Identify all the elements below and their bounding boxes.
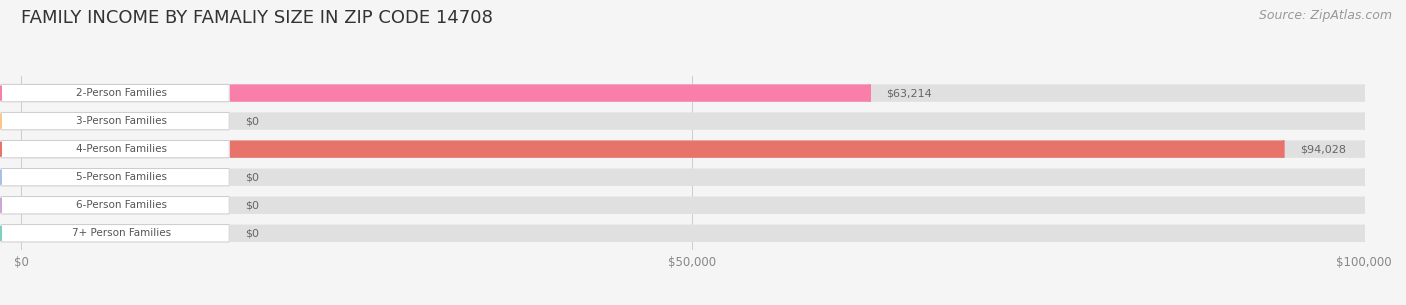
FancyBboxPatch shape (21, 196, 1364, 214)
FancyBboxPatch shape (21, 224, 1364, 242)
FancyBboxPatch shape (21, 168, 1364, 186)
Text: $0: $0 (245, 172, 259, 182)
Text: $0: $0 (245, 200, 259, 210)
Text: 6-Person Families: 6-Person Families (76, 200, 167, 210)
Text: FAMILY INCOME BY FAMALIY SIZE IN ZIP CODE 14708: FAMILY INCOME BY FAMALIY SIZE IN ZIP COD… (21, 9, 494, 27)
Text: 7+ Person Families: 7+ Person Families (72, 228, 172, 238)
FancyBboxPatch shape (1, 113, 229, 130)
FancyBboxPatch shape (21, 84, 1364, 102)
Text: 3-Person Families: 3-Person Families (76, 116, 167, 126)
FancyBboxPatch shape (21, 141, 1284, 158)
FancyBboxPatch shape (1, 141, 229, 158)
Text: $0: $0 (245, 228, 259, 238)
Text: $63,214: $63,214 (886, 88, 932, 98)
Text: 4-Person Families: 4-Person Families (76, 144, 167, 154)
FancyBboxPatch shape (1, 196, 229, 214)
Text: $0: $0 (245, 116, 259, 126)
FancyBboxPatch shape (21, 113, 1364, 130)
Text: 5-Person Families: 5-Person Families (76, 172, 167, 182)
FancyBboxPatch shape (21, 141, 1364, 158)
FancyBboxPatch shape (1, 168, 229, 186)
FancyBboxPatch shape (21, 84, 870, 102)
Text: 2-Person Families: 2-Person Families (76, 88, 167, 98)
FancyBboxPatch shape (1, 224, 229, 242)
Text: Source: ZipAtlas.com: Source: ZipAtlas.com (1258, 9, 1392, 22)
FancyBboxPatch shape (1, 84, 229, 102)
Text: $94,028: $94,028 (1299, 144, 1346, 154)
